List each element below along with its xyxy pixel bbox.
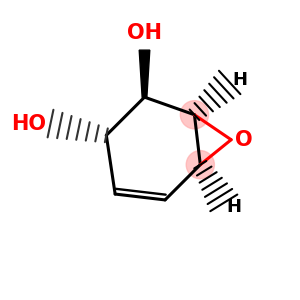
Text: OH: OH: [127, 23, 162, 43]
Polygon shape: [139, 50, 150, 97]
Text: H: H: [232, 70, 247, 88]
Text: O: O: [235, 130, 252, 150]
Circle shape: [180, 101, 208, 129]
Circle shape: [186, 151, 214, 179]
Text: H: H: [227, 198, 242, 216]
Text: HO: HO: [11, 114, 46, 134]
